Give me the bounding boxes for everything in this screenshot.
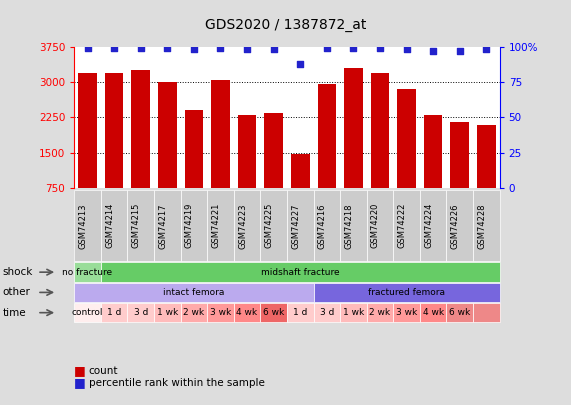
Bar bbox=[238, 115, 256, 188]
Text: GSM74215: GSM74215 bbox=[132, 203, 140, 249]
Text: 6 wk: 6 wk bbox=[263, 308, 284, 317]
Text: 2 wk: 2 wk bbox=[183, 308, 204, 317]
Bar bbox=[317, 84, 336, 188]
Text: 4 wk: 4 wk bbox=[236, 308, 258, 317]
Point bbox=[429, 47, 438, 54]
Text: shock: shock bbox=[3, 267, 33, 277]
Point bbox=[349, 45, 358, 51]
Point bbox=[322, 45, 331, 51]
Bar bbox=[371, 72, 389, 188]
Text: GSM74228: GSM74228 bbox=[477, 203, 486, 249]
Point bbox=[83, 45, 92, 51]
Text: GSM74223: GSM74223 bbox=[238, 203, 247, 249]
Text: 3 wk: 3 wk bbox=[396, 308, 417, 317]
Point bbox=[375, 45, 384, 51]
Text: percentile rank within the sample: percentile rank within the sample bbox=[89, 378, 264, 388]
Text: GSM74227: GSM74227 bbox=[291, 203, 300, 249]
Text: control: control bbox=[72, 308, 103, 317]
Text: no fracture: no fracture bbox=[62, 268, 112, 277]
Bar bbox=[158, 82, 176, 188]
Text: 2 wk: 2 wk bbox=[369, 308, 391, 317]
Text: GSM74214: GSM74214 bbox=[105, 203, 114, 249]
Point bbox=[296, 60, 305, 67]
Point bbox=[163, 45, 172, 51]
Text: count: count bbox=[89, 366, 118, 375]
Text: other: other bbox=[3, 288, 31, 297]
Text: 1 wk: 1 wk bbox=[343, 308, 364, 317]
Point bbox=[455, 47, 464, 54]
Text: GSM74225: GSM74225 bbox=[264, 203, 274, 249]
Bar bbox=[397, 89, 416, 188]
Bar bbox=[211, 80, 230, 188]
Text: time: time bbox=[3, 308, 26, 318]
Text: GSM74220: GSM74220 bbox=[371, 203, 380, 249]
Point bbox=[243, 46, 252, 53]
Point bbox=[482, 46, 491, 53]
Bar bbox=[131, 70, 150, 188]
Point bbox=[402, 46, 411, 53]
Text: 3 d: 3 d bbox=[134, 308, 148, 317]
Bar bbox=[264, 113, 283, 188]
Text: GSM74221: GSM74221 bbox=[211, 203, 220, 249]
Bar bbox=[78, 72, 97, 188]
Text: 4 wk: 4 wk bbox=[423, 308, 444, 317]
Point bbox=[190, 46, 199, 53]
Text: GDS2020 / 1387872_at: GDS2020 / 1387872_at bbox=[205, 18, 366, 32]
Text: 3 wk: 3 wk bbox=[210, 308, 231, 317]
Text: midshaft fracture: midshaft fracture bbox=[261, 268, 340, 277]
Point bbox=[136, 45, 145, 51]
Bar bbox=[424, 115, 443, 188]
Text: GSM74226: GSM74226 bbox=[451, 203, 460, 249]
Text: 1 d: 1 d bbox=[293, 308, 307, 317]
Text: GSM74218: GSM74218 bbox=[344, 203, 353, 249]
Text: 1 d: 1 d bbox=[107, 308, 121, 317]
Text: fractured femora: fractured femora bbox=[368, 288, 445, 297]
Text: GSM74219: GSM74219 bbox=[185, 203, 194, 249]
Text: ■: ■ bbox=[74, 376, 86, 389]
Text: 6 wk: 6 wk bbox=[449, 308, 471, 317]
Text: GSM74224: GSM74224 bbox=[424, 203, 433, 249]
Text: GSM74216: GSM74216 bbox=[318, 203, 327, 249]
Point bbox=[216, 45, 225, 51]
Text: 3 d: 3 d bbox=[320, 308, 334, 317]
Bar bbox=[105, 72, 123, 188]
Bar bbox=[184, 110, 203, 188]
Bar bbox=[291, 154, 309, 188]
Text: 1 wk: 1 wk bbox=[156, 308, 178, 317]
Point bbox=[110, 45, 119, 51]
Bar bbox=[477, 124, 496, 188]
Text: GSM74217: GSM74217 bbox=[158, 203, 167, 249]
Bar bbox=[451, 122, 469, 188]
Text: intact femora: intact femora bbox=[163, 288, 224, 297]
Text: GSM74213: GSM74213 bbox=[79, 203, 87, 249]
Point bbox=[269, 46, 278, 53]
Text: GSM74222: GSM74222 bbox=[397, 203, 407, 249]
Bar bbox=[344, 68, 363, 188]
Text: ■: ■ bbox=[74, 364, 86, 377]
